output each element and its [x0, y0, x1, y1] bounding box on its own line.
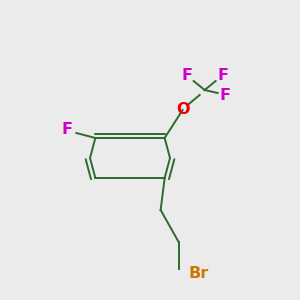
Text: F: F [217, 68, 228, 83]
Text: F: F [181, 68, 192, 83]
Text: Br: Br [189, 266, 209, 281]
Text: O: O [176, 103, 189, 118]
Text: F: F [62, 122, 73, 137]
Text: F: F [219, 88, 230, 104]
